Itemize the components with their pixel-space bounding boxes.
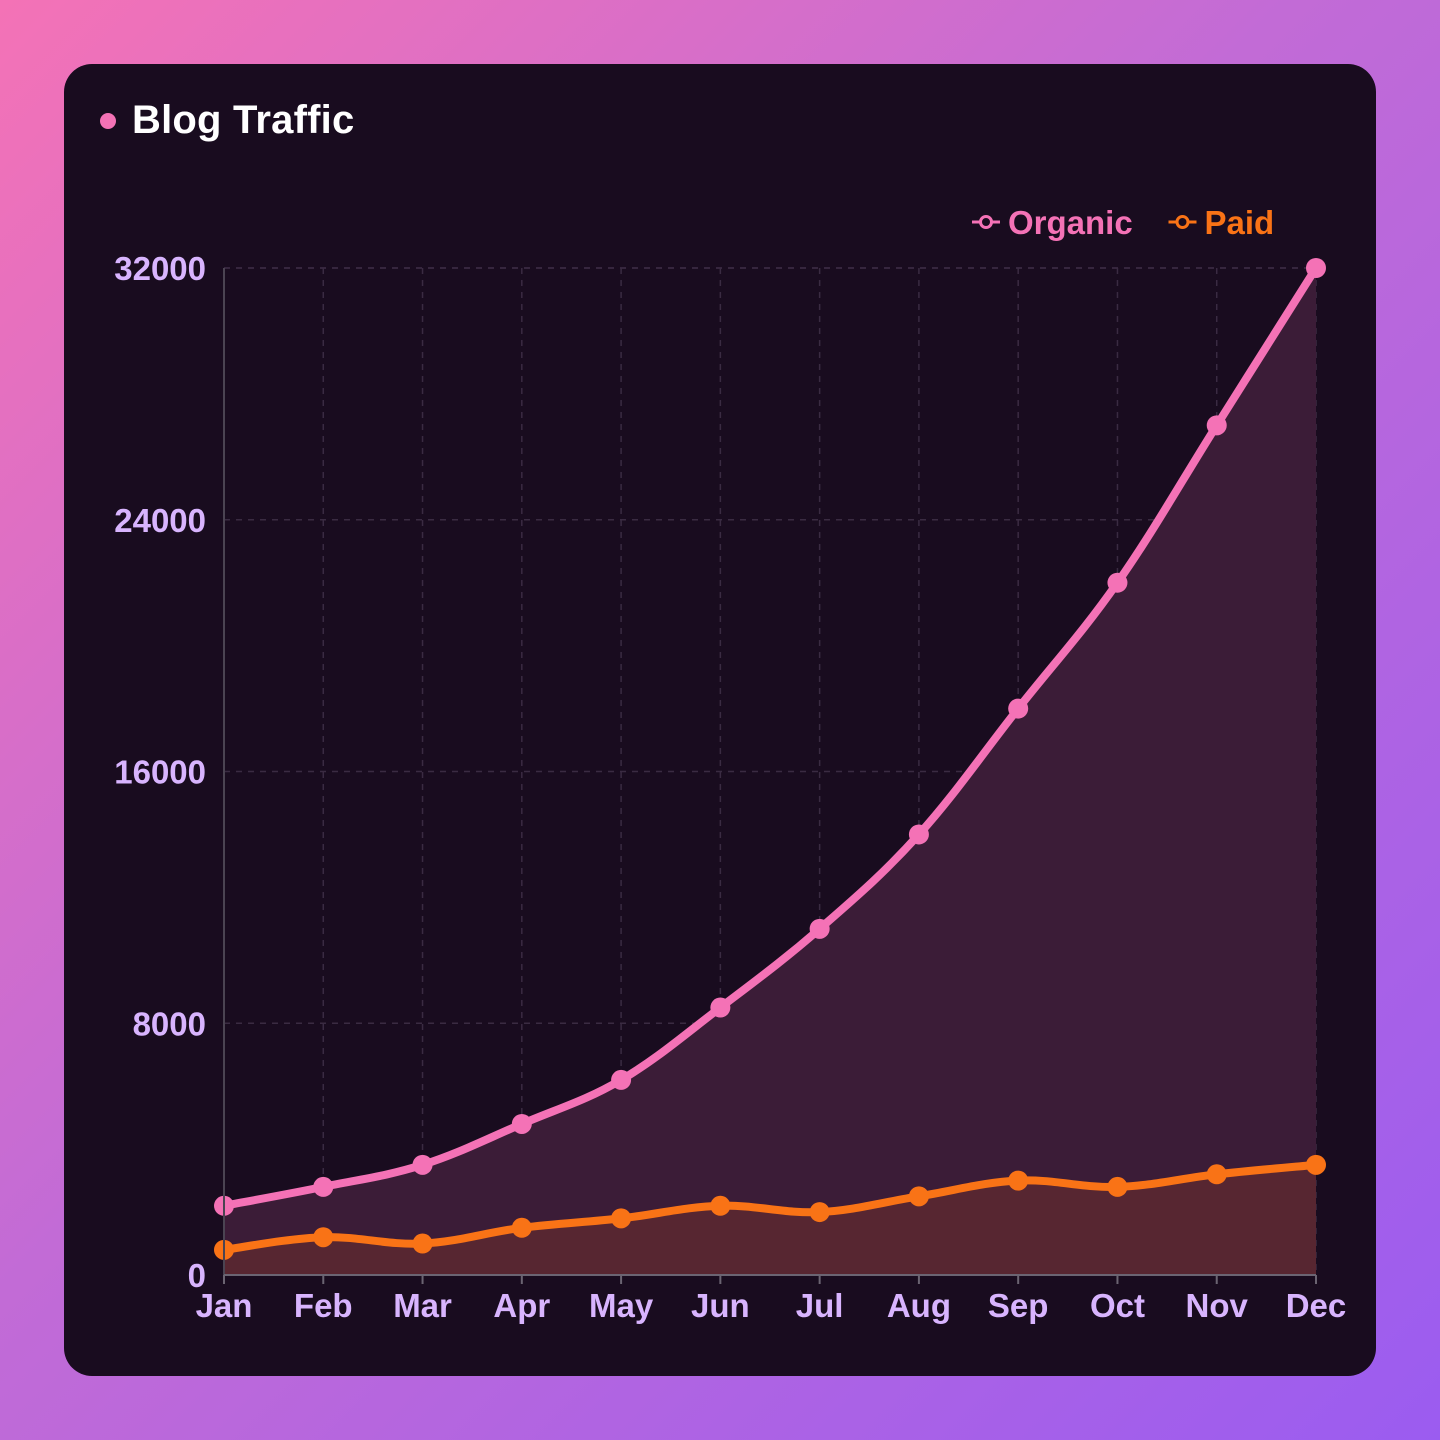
organic-point-dec	[1306, 258, 1326, 278]
organic-point-aug	[908, 824, 929, 845]
organic-point-nov	[1206, 415, 1227, 436]
y-tick-label: 8000	[133, 1005, 206, 1042]
x-tick-label-feb: Feb	[294, 1287, 353, 1324]
y-tick-label: 24000	[114, 502, 206, 539]
legend-organic-icon	[979, 215, 993, 229]
paid-point-jul	[809, 1202, 830, 1223]
axes	[223, 268, 1317, 1284]
paid-area	[224, 1164, 1316, 1275]
paid-point-dec	[1306, 1154, 1326, 1175]
legend-paid-label: Paid	[1205, 204, 1275, 241]
organic-point-may	[611, 1069, 632, 1090]
y-tick-label: 16000	[114, 754, 206, 791]
paid-point-sep	[1008, 1170, 1029, 1191]
x-tick-label-may: May	[589, 1287, 654, 1324]
chart-card: Blog Traffic 0 8000 16000 24000 32000 Jan Feb M…	[64, 64, 1376, 1376]
legend-item-paid: Paid	[1168, 204, 1275, 241]
legend-item-organic: Organic	[972, 204, 1133, 241]
organic-point-oct	[1107, 572, 1128, 593]
traffic-area-chart: 0 8000 16000 24000 32000 Jan Feb Mar Apr May Jun Ju…	[114, 204, 1347, 1324]
organic-point-mar	[412, 1154, 433, 1175]
paid-point-mar	[412, 1233, 433, 1254]
y-tick-label: 0	[188, 1257, 206, 1294]
paid-point-may	[611, 1208, 632, 1229]
x-tick-label-jun: Jun	[691, 1287, 750, 1324]
title-row: Blog Traffic	[100, 98, 354, 143]
chart-title: Blog Traffic	[132, 98, 355, 142]
x-tick-label-sep: Sep	[988, 1287, 1049, 1324]
x-tick-label-oct: Oct	[1090, 1287, 1145, 1324]
organic-point-jun	[710, 997, 731, 1018]
paid-point-feb	[313, 1227, 334, 1248]
organic-point-apr	[511, 1113, 532, 1134]
x-tick-label-apr: Apr	[493, 1287, 550, 1324]
x-tick-label-aug: Aug	[887, 1287, 951, 1324]
paid-point-oct	[1107, 1176, 1128, 1197]
organic-point-feb	[313, 1176, 334, 1197]
organic-point-jul	[809, 918, 830, 939]
paid-point-aug	[908, 1186, 929, 1207]
x-tick-label-jul: Jul	[796, 1287, 844, 1324]
y-tick-label: 32000	[114, 250, 206, 287]
paid-point-jun	[710, 1195, 731, 1216]
legend: Organic Paid	[972, 204, 1274, 241]
legend-paid-icon	[1175, 215, 1190, 229]
series-layer	[214, 258, 1326, 1275]
title-dot-icon	[100, 112, 116, 129]
x-tick-label-mar: Mar	[393, 1287, 452, 1324]
paid-point-apr	[511, 1217, 532, 1238]
x-tick-label-dec: Dec	[1286, 1287, 1347, 1324]
x-tick-label-nov: Nov	[1186, 1287, 1249, 1324]
paid-point-nov	[1206, 1164, 1227, 1185]
x-tick-label-jan: Jan	[196, 1287, 253, 1324]
organic-point-sep	[1008, 698, 1029, 719]
organic-area	[224, 268, 1316, 1275]
legend-organic-label: Organic	[1008, 204, 1133, 241]
